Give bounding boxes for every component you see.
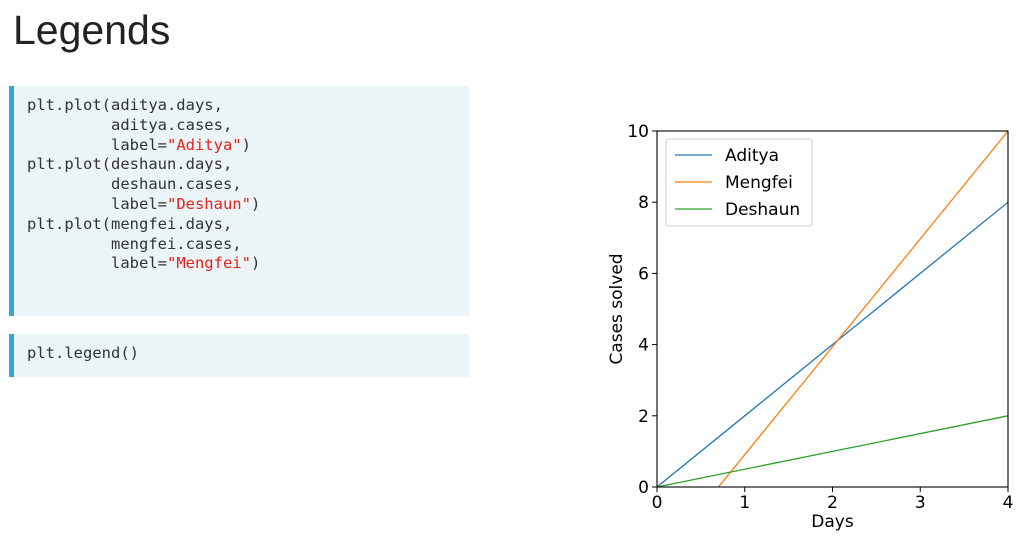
code-line: plt.plot(aditya.days,	[27, 96, 469, 116]
y-tick-label: 8	[638, 193, 649, 213]
x-tick-label: 3	[915, 493, 926, 513]
code-line: label="Aditya")	[27, 136, 469, 156]
code-string-literal: "Aditya"	[166, 135, 242, 154]
code-line: deshaun.cases,	[27, 175, 469, 195]
code-text: aditya.cases,	[27, 115, 233, 134]
x-tick-label: 0	[652, 493, 663, 513]
code-text: )	[241, 135, 251, 154]
y-tick-label: 0	[638, 478, 649, 498]
code-line: plt.legend()	[27, 344, 469, 364]
code-text: deshaun.cases,	[27, 175, 242, 194]
y-axis-label: Cases solved	[607, 253, 627, 364]
code-text: )	[250, 254, 261, 273]
code-text: label=	[27, 194, 167, 213]
code-text: plt.plot(aditya.days,	[27, 96, 223, 114]
code-line: label="Mengfei")	[27, 254, 469, 274]
series-line-mengfei	[717, 131, 1008, 487]
y-tick-label: 2	[638, 407, 649, 427]
x-tick-label: 2	[827, 493, 838, 513]
legend-label-mengfei: Mengfei	[725, 173, 793, 193]
code-text: plt.plot(mengfei.days,	[27, 214, 233, 233]
series-line-aditya	[657, 201, 1008, 487]
code-block-plot: plt.plot(aditya.days, aditya.cases, labe…	[9, 86, 469, 316]
code-text: plt.legend()	[27, 344, 139, 362]
code-text: plt.plot(deshaun.days,	[27, 155, 233, 174]
code-string-literal: "Mengfei"	[166, 254, 251, 273]
code-text: label=	[27, 254, 167, 273]
legend-label-deshaun: Deshaun	[725, 200, 800, 220]
code-line: aditya.cases,	[27, 116, 469, 136]
slide-title: Legends	[13, 7, 171, 53]
legend-label-aditya: Aditya	[725, 146, 779, 166]
series-line-deshaun	[657, 415, 1008, 487]
code-line: mengfei.cases,	[27, 235, 469, 255]
y-tick-label: 6	[638, 264, 649, 284]
code-line: label="Deshaun")	[27, 195, 469, 215]
code-block-legend: plt.legend()	[9, 334, 469, 377]
code-text: )	[250, 194, 261, 213]
code-line: plt.plot(deshaun.days,	[27, 155, 469, 175]
y-tick-label: 10	[627, 122, 649, 142]
x-tick-label: 1	[739, 493, 750, 513]
legend-box	[665, 138, 813, 227]
code-line: plt.plot(mengfei.days,	[27, 215, 469, 235]
y-tick-label: 4	[638, 336, 649, 356]
code-string-literal: "Deshaun"	[166, 194, 251, 213]
x-tick-label: 4	[1003, 493, 1014, 513]
code-text: mengfei.cases,	[27, 234, 242, 253]
x-axis-label: Days	[811, 512, 854, 532]
code-text: label=	[27, 135, 167, 154]
